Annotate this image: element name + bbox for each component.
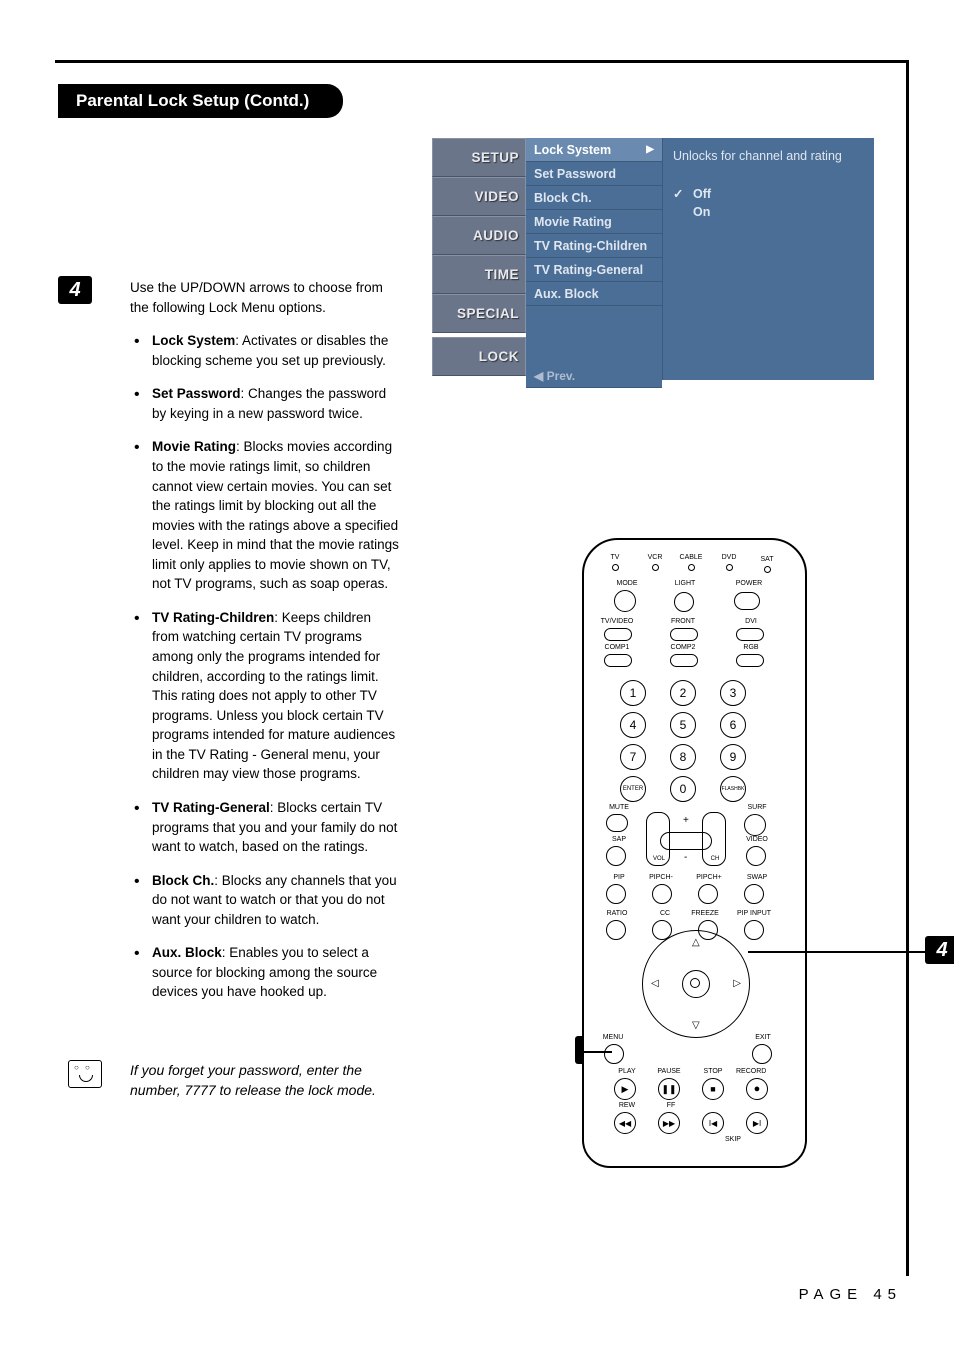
bullet-aux-block: Aux. Block: Enables you to select a sour… — [152, 943, 400, 1002]
remote-key-0: 0 — [670, 776, 696, 802]
bullet-lock-system: Lock System: Activates or disables the b… — [152, 331, 400, 370]
callout-line-menu — [578, 1051, 612, 1053]
remote-label-sap: SAP — [604, 836, 634, 843]
remote-btn-light — [674, 592, 694, 612]
remote-btn-mute — [606, 814, 628, 832]
remote-label-power: POWER — [734, 580, 764, 587]
remote-btn-power — [734, 592, 760, 610]
check-icon: ✓ — [673, 186, 687, 201]
osd-tab-video: VIDEO — [432, 177, 526, 216]
remote-key-flashbk: FLASHBK — [720, 776, 746, 802]
arrow-down-icon: ▽ — [692, 1020, 700, 1031]
remote-btn-tvvideo — [604, 628, 632, 641]
remote-label-mute: MUTE — [604, 804, 634, 811]
bullet-movie-rating: Movie Rating: Blocks movies according to… — [152, 437, 400, 594]
arrow-right-icon: ▷ — [733, 978, 741, 989]
remote-label-light: LIGHT — [670, 580, 700, 587]
remote-btn-exit — [752, 1044, 772, 1064]
bullet-set-password: Set Password: Changes the password by ke… — [152, 384, 400, 423]
remote-key-4: 4 — [620, 712, 646, 738]
osd-menu: SETUP VIDEO AUDIO TIME SPECIAL LOCK Lock… — [432, 138, 876, 388]
remote-btn-skip-fwd: ▶I — [746, 1112, 768, 1134]
arrow-up-icon: △ — [692, 937, 700, 948]
remote-key-enter: ENTER — [620, 776, 646, 802]
remote-btn-skip-back: I◀ — [702, 1112, 724, 1134]
osd-tab-setup: SETUP — [432, 138, 526, 177]
chevron-right-icon: ▶ — [646, 144, 654, 155]
remote-dot-tv — [612, 564, 619, 571]
bullet-tv-rating-general: TV Rating-General: Blocks certain TV pro… — [152, 798, 400, 857]
remote-btn-record: ● — [746, 1078, 768, 1100]
remote-label-tvvideo: TV/VIDEO — [598, 618, 636, 625]
remote-btn-pause: ❚❚ — [658, 1078, 680, 1100]
note-icon — [68, 1060, 102, 1088]
osd-right-panel: Unlocks for channel and rating ✓Off On — [662, 138, 874, 380]
remote-btn-ff: ▶▶ — [658, 1112, 680, 1134]
remote-btn-surf — [744, 814, 766, 836]
osd-option-on: On — [673, 203, 864, 221]
remote-key-2: 2 — [670, 680, 696, 706]
remote-label-cable: CABLE — [676, 554, 706, 561]
remote-dpad: △ ▽ ◁ ▷ — [642, 930, 750, 1038]
remote-label-comp2: COMP2 — [668, 644, 698, 651]
remote-label-dvi: DVI — [736, 618, 766, 625]
remote-label-comp1: COMP1 — [602, 644, 632, 651]
osd-item-block-ch: Block Ch. — [526, 186, 662, 210]
remote-label-sat: SAT — [752, 556, 782, 563]
section-header: Parental Lock Setup (Contd.) — [58, 84, 343, 118]
remote-btn-mode — [614, 590, 636, 612]
osd-option-off: ✓Off — [673, 184, 864, 203]
remote-label-mode: MODE — [612, 580, 642, 587]
intro-text: Use the UP/DOWN arrows to choose from th… — [130, 278, 400, 317]
remote-btn-play: ▶ — [614, 1078, 636, 1100]
remote-control: TV VCR CABLE DVD SAT MODE LIGHT POWER TV… — [582, 538, 807, 1168]
osd-item-tv-children: TV Rating-Children — [526, 234, 662, 258]
option-list: Lock System: Activates or disables the b… — [130, 331, 400, 1002]
osd-item-aux-block: Aux. Block — [526, 282, 662, 306]
remote-label-front: FRONT — [668, 618, 698, 625]
note-text: If you forget your password, enter the n… — [130, 1060, 400, 1101]
osd-item-set-password: Set Password — [526, 162, 662, 186]
remote-btn-menu — [604, 1044, 624, 1064]
page-number: PAGE 45 — [799, 1286, 902, 1303]
osd-item-lock-system: Lock System▶ — [526, 138, 662, 162]
remote-key-3: 3 — [720, 680, 746, 706]
osd-items: Lock System▶ Set Password Block Ch. Movi… — [526, 138, 662, 388]
osd-prev: ◀ Prev. — [526, 364, 662, 388]
remote-btn-sap — [606, 846, 626, 866]
remote-label-tv: TV — [600, 554, 630, 561]
osd-description: Unlocks for channel and rating — [673, 148, 864, 164]
remote-btn-rew: ◀◀ — [614, 1112, 636, 1134]
remote-label-vcr: VCR — [640, 554, 670, 561]
osd-item-tv-general: TV Rating-General — [526, 258, 662, 282]
osd-tab-time: TIME — [432, 255, 526, 294]
osd-tab-lock: LOCK — [432, 337, 526, 376]
remote-label-dvd: DVD — [714, 554, 744, 561]
osd-tab-audio: AUDIO — [432, 216, 526, 255]
remote-key-5: 5 — [670, 712, 696, 738]
step-badge-remote-right: 4 — [925, 936, 954, 964]
arrow-left-icon: ◁ — [651, 978, 659, 989]
bullet-tv-rating-children: TV Rating-Children: Keeps children from … — [152, 608, 400, 784]
osd-tabs: SETUP VIDEO AUDIO TIME SPECIAL LOCK — [432, 138, 526, 376]
remote-key-8: 8 — [670, 744, 696, 770]
remote-btn-stop: ■ — [702, 1078, 724, 1100]
remote-label-exit: EXIT — [748, 1034, 778, 1041]
osd-item-movie-rating: Movie Rating — [526, 210, 662, 234]
step-badge-left: 4 — [58, 276, 92, 304]
bullet-block-ch: Block Ch.: Blocks any channels that you … — [152, 871, 400, 930]
remote-label-rgb: RGB — [736, 644, 766, 651]
remote-btn-video — [746, 846, 766, 866]
remote-key-6: 6 — [720, 712, 746, 738]
remote-key-9: 9 — [720, 744, 746, 770]
remote-key-7: 7 — [620, 744, 646, 770]
remote-label-surf: SURF — [742, 804, 772, 811]
remote-label-menu: MENU — [598, 1034, 628, 1041]
callout-line-dpad — [748, 951, 928, 953]
remote-key-1: 1 — [620, 680, 646, 706]
osd-tab-special: SPECIAL — [432, 294, 526, 333]
remote-label-video: VIDEO — [742, 836, 772, 843]
body-text: Use the UP/DOWN arrows to choose from th… — [130, 278, 400, 1016]
